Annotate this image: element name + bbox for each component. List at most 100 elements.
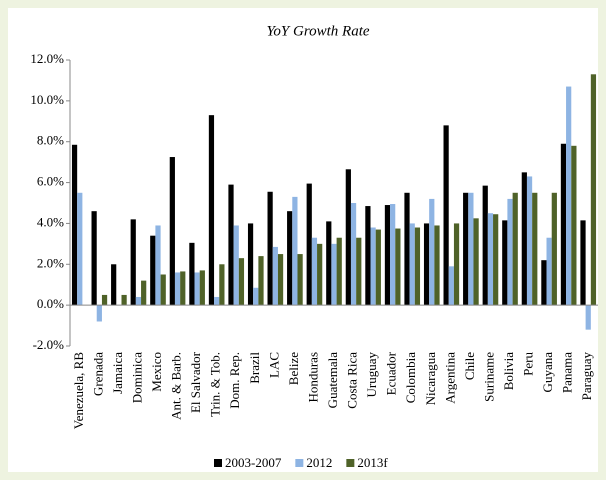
legend-label: 2012 [306,455,332,470]
bar [370,227,376,306]
bar [130,219,136,306]
bar [521,172,527,306]
x-tick-label: Dom. Rep. [227,352,242,409]
x-tick-label: Peru [521,352,536,376]
bar [468,192,474,306]
bar [482,185,488,306]
bar [375,229,381,306]
x-tick-label: Jamaica [110,352,125,394]
x-tick-label: Guatemala [325,352,340,409]
y-tick-label: -2.0% [33,337,65,352]
bar [258,256,264,306]
bar [463,192,469,306]
x-tick-label: Guyana [540,352,555,393]
bar [287,211,293,306]
x-tick-label: Paraguay [579,352,594,401]
bar [111,264,117,306]
bar [199,270,205,306]
bar [551,192,557,306]
bar [194,272,200,306]
bar [487,213,494,306]
x-tick-label: Honduras [305,352,320,403]
y-tick-label: 2.0% [37,255,64,270]
bar [566,86,572,306]
x-tick-label: Colombia [403,352,418,404]
legend-swatch [346,459,355,467]
bar [423,223,430,306]
bar [580,220,586,306]
bar [532,192,538,306]
x-tick-label: Mexico [149,352,164,392]
x-tick-label: Uruguay [364,352,379,398]
bar [512,192,518,306]
bar [585,305,591,330]
bar [219,264,225,306]
bar [326,221,332,306]
bar [101,294,108,306]
legend-swatch [295,459,304,467]
bar [560,143,567,306]
legend-swatch [214,459,222,467]
bar [434,225,440,306]
bar [253,287,259,306]
bar [272,246,278,306]
x-tick-label: Venezuela, RB [71,352,86,430]
x-tick-label: Suriname [481,352,496,402]
legend-label: 2013f [357,455,388,470]
y-tick-label: 6.0% [37,174,64,189]
bar [350,203,357,306]
bar [71,144,78,306]
x-tick-label: Grenada [90,352,105,396]
bar [526,176,533,306]
bar [160,274,166,306]
x-tick-label: Costa Rica [345,352,360,409]
x-tick-label: Chile [462,352,477,380]
bar [409,223,415,306]
x-tick-label: Argentina [442,352,457,404]
bar [331,243,337,306]
bar [174,272,181,306]
bar [247,223,254,306]
x-tick-label: Ecuador [384,351,399,395]
bar [546,237,552,306]
x-tick-label: Belize [286,352,301,385]
bar [121,294,127,306]
x-tick-label: El Salvador [188,351,203,413]
bar [91,211,97,306]
x-tick-label: Dominica [129,352,144,403]
bar [395,228,401,306]
bar [502,220,508,306]
bar [180,271,186,306]
bar [443,125,449,306]
bar [277,254,284,306]
y-tick-label: 0.0% [37,296,64,311]
bar [336,237,342,306]
bar [208,115,215,306]
bar [493,214,499,306]
bar [390,204,396,306]
bar [141,280,147,306]
bar [345,169,351,306]
y-tick-label: 8.0% [37,133,64,148]
bar [267,191,273,306]
bar [317,243,323,306]
x-tick-label: LAC [266,352,281,378]
bar [356,237,362,306]
bar [571,145,577,306]
bar [214,296,220,306]
bar [384,205,391,306]
bar [311,237,318,306]
bar [228,184,234,306]
bar [414,227,421,306]
chart-title: YoY Growth Rate [266,23,369,39]
bar [453,223,460,306]
y-tick-label: 10.0% [30,92,64,107]
bar [238,258,245,306]
bar [77,192,83,306]
bar [404,192,410,306]
x-tick-label: Brazil [247,352,262,384]
bar [541,260,547,306]
chart-area [8,8,598,472]
bar [233,225,239,306]
